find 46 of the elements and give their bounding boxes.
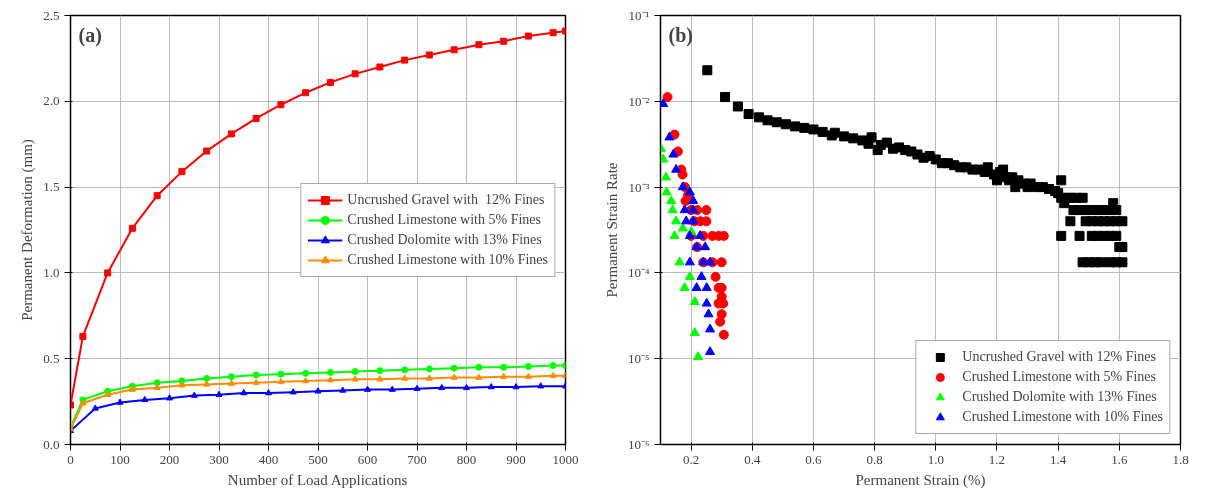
legend-label: Uncrushed Gravel with 12% Fines (962, 349, 1156, 365)
legend-label: Uncrushed Gravel with 12% Fines (347, 191, 545, 208)
y-tick-label: 10⁻³ (628, 179, 650, 195)
x-axis-title: Permanent Strain (%) (855, 471, 986, 489)
y-tick-label: 10⁻¹ (628, 8, 650, 23)
x-tick-label: 1.4 (1050, 451, 1067, 467)
y-tick-label: 0.5 (43, 350, 60, 366)
y-tick-label: 2.0 (43, 93, 60, 109)
annotation: (b) (668, 23, 693, 47)
x-tick-label: 0.4 (744, 451, 761, 467)
y-tick-label: 10⁻⁶ (627, 437, 650, 452)
legend-label: Crushed Limestone with 10% Fines (962, 409, 1163, 425)
x-tick-label: 1.0 (927, 451, 944, 467)
y-tick-label: 2.5 (43, 7, 60, 23)
y-tick-label: 10⁻² (628, 93, 650, 109)
x-tick-label: 0.8 (866, 451, 883, 467)
legend-label: Crushed Limestone with 5% Fines (962, 369, 1156, 385)
x-tick-label: 900 (506, 451, 526, 467)
x-axis-title: Number of Load Applications (227, 471, 408, 488)
x-tick-label: 200 (159, 451, 180, 467)
x-tick-label: 1.6 (1111, 451, 1128, 467)
x-tick-label: 700 (407, 451, 427, 467)
y-tick-label: 10⁻⁵ (627, 351, 650, 367)
x-tick-label: 1.2 (988, 451, 1006, 467)
x-tick-label: 1.8 (1172, 451, 1189, 467)
legend-label: Crushed Dolomite with 13% Fines (347, 231, 542, 248)
legend-label: Crushed Limestone with 10% Fines (347, 251, 548, 268)
y-tick-label: 10⁻⁴ (627, 265, 650, 281)
y-tick-label: 0.0 (43, 436, 60, 452)
x-tick-label: 400 (258, 451, 279, 467)
y-axis-title: Permanent Strain Rate (603, 162, 620, 298)
x-tick-label: 100 (110, 451, 130, 467)
x-tick-label: 300 (209, 451, 229, 467)
y-axis-title: Permanent Deformation (mm) (19, 139, 37, 321)
x-tick-label: 0 (67, 451, 74, 467)
y-tick-label: 1.0 (43, 264, 60, 280)
annotation: (a) (78, 23, 102, 47)
x-tick-label: 0.6 (805, 451, 823, 467)
x-tick-label: 0.2 (682, 451, 700, 467)
x-tick-label: 500 (308, 451, 328, 467)
legend-label: Crushed Dolomite with 13% Fines (962, 389, 1157, 405)
legend-label: Crushed Limestone with 5% Fines (347, 211, 541, 228)
x-tick-label: 600 (357, 451, 378, 467)
x-tick-label: 1000 (552, 451, 579, 467)
x-tick-label: 800 (456, 451, 477, 467)
y-tick-label: 1.5 (43, 179, 60, 195)
